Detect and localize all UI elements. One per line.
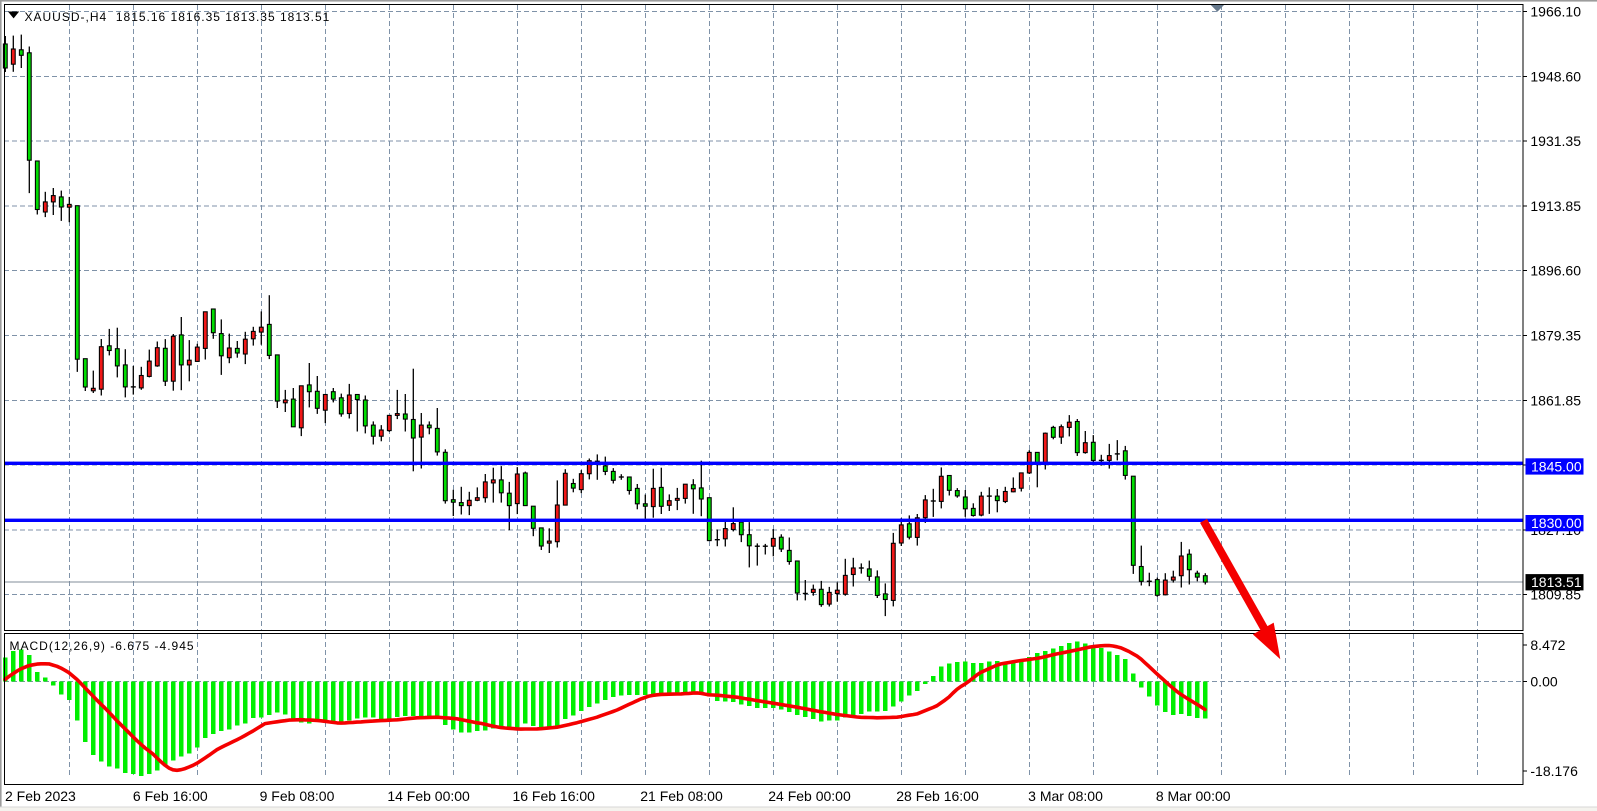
svg-text:3 Mar 08:00: 3 Mar 08:00 — [1028, 788, 1103, 804]
svg-text:6 Feb 16:00: 6 Feb 16:00 — [133, 788, 208, 804]
svg-text:1845.00: 1845.00 — [1531, 458, 1582, 474]
svg-text:1809.85: 1809.85 — [1530, 587, 1581, 603]
svg-text:9 Feb 08:00: 9 Feb 08:00 — [260, 788, 335, 804]
svg-text:2 Feb 2023: 2 Feb 2023 — [5, 788, 76, 804]
svg-text:8 Mar 00:00: 8 Mar 00:00 — [1156, 788, 1231, 804]
svg-text:1931.35: 1931.35 — [1530, 133, 1581, 149]
svg-text:1830.00: 1830.00 — [1531, 515, 1582, 531]
svg-text:1879.35: 1879.35 — [1530, 328, 1581, 344]
svg-text:1948.60: 1948.60 — [1530, 68, 1581, 84]
svg-text:1913.85: 1913.85 — [1530, 198, 1581, 214]
svg-text:MACD(12,26,9) -6.675 -4.945: MACD(12,26,9) -6.675 -4.945 — [10, 639, 195, 653]
svg-text:28 Feb 16:00: 28 Feb 16:00 — [896, 788, 979, 804]
svg-text:1966.10: 1966.10 — [1530, 4, 1581, 20]
svg-text:0.00: 0.00 — [1530, 673, 1557, 689]
svg-text:1813.51: 1813.51 — [1531, 574, 1582, 590]
svg-text:-18.176: -18.176 — [1530, 763, 1578, 779]
svg-text:1861.85: 1861.85 — [1530, 392, 1581, 408]
svg-text:24 Feb 00:00: 24 Feb 00:00 — [768, 788, 851, 804]
svg-text:21 Feb 08:00: 21 Feb 08:00 — [640, 788, 723, 804]
svg-text:1896.60: 1896.60 — [1530, 263, 1581, 279]
svg-text:16 Feb 16:00: 16 Feb 16:00 — [512, 788, 595, 804]
svg-text:XAUUSD-,H4 1815.16 1816.35 18: XAUUSD-,H4 1815.16 1816.35 1813.35 1813.… — [25, 10, 331, 24]
svg-text:8.472: 8.472 — [1530, 637, 1565, 653]
svg-text:14 Feb 00:00: 14 Feb 00:00 — [387, 788, 470, 804]
